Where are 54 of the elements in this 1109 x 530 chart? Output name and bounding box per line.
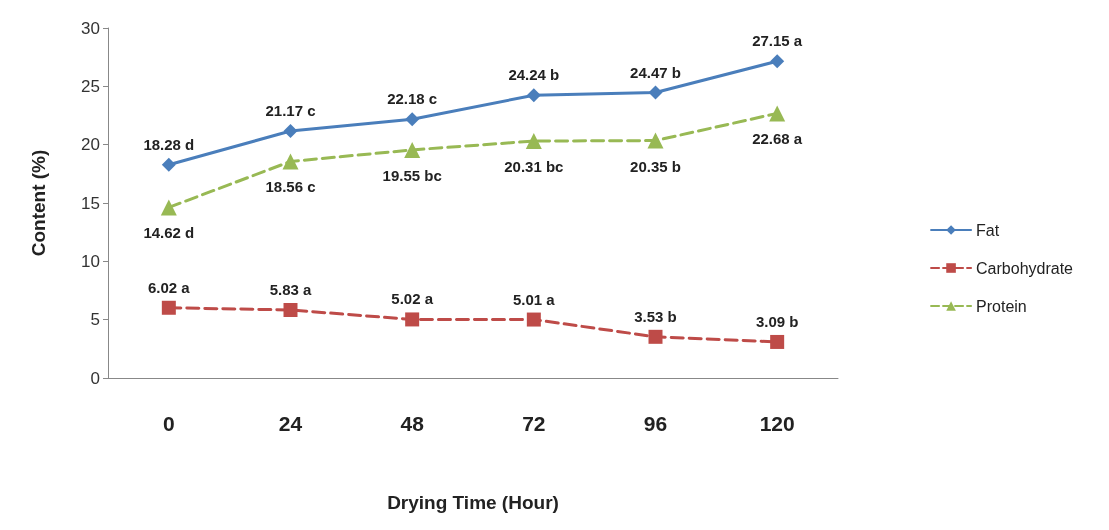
y-axis-title: Content (%) (28, 149, 49, 257)
data-label: 5.01 a (512, 290, 556, 308)
data-label: 24.24 b (508, 66, 560, 84)
x-axis-title: Drying Time (Hour) (387, 492, 559, 513)
data-label: 22.68 a (752, 130, 803, 148)
x-tick-label: 48 (400, 412, 425, 435)
data-label: 19.55 bc (382, 166, 442, 184)
point (648, 85, 663, 100)
point (161, 300, 176, 315)
data-label: 24.47 b (630, 63, 681, 81)
point (283, 124, 298, 139)
point (769, 105, 786, 122)
y-tick-label: 20 (81, 135, 100, 155)
y-tick-label: 15 (81, 193, 100, 213)
data-label: 20.31 bc (504, 158, 564, 176)
point (647, 132, 664, 149)
data-label: 20.35 b (630, 157, 681, 175)
legend-label: Carbohydrate (976, 259, 1074, 277)
data-label: 5.02 a (391, 290, 434, 308)
point (770, 54, 785, 69)
data-label: 22.18 c (387, 90, 438, 108)
data-label: 21.17 c (265, 102, 316, 120)
data-label: 3.09 b (755, 312, 799, 330)
data-label: 3.53 b (634, 307, 677, 325)
data-label: 14.62 d (143, 224, 195, 242)
x-tick-label: 96 (643, 412, 668, 435)
point (525, 133, 542, 150)
point (404, 141, 421, 158)
x-tick-label: 0 (162, 412, 175, 435)
y-tick-label: 10 (81, 251, 100, 271)
data-label: 18.56 c (265, 178, 316, 196)
point (283, 302, 298, 317)
data-label: 6.02 a (147, 278, 191, 296)
y-tick-label: 30 (81, 18, 100, 38)
point (405, 112, 420, 127)
data-label: 5.83 a (269, 280, 312, 298)
y-tick-label: 5 (90, 310, 100, 330)
x-tick-label: 24 (278, 412, 303, 435)
x-tick-label: 72 (522, 412, 546, 435)
point (161, 157, 176, 172)
data-label: 27.15 a (752, 32, 803, 50)
data-label: 18.28 d (143, 135, 195, 153)
y-tick-label: 0 (90, 368, 100, 388)
legend-label: Fat (976, 221, 1000, 239)
point (648, 329, 663, 344)
point (770, 334, 785, 349)
legend-label: Protein (976, 297, 1027, 315)
x-tick-label: 120 (759, 412, 795, 435)
point (160, 199, 177, 216)
y-tick-label: 25 (81, 76, 100, 96)
point (526, 312, 541, 327)
point (282, 153, 299, 170)
point (526, 88, 541, 103)
point (405, 312, 420, 327)
